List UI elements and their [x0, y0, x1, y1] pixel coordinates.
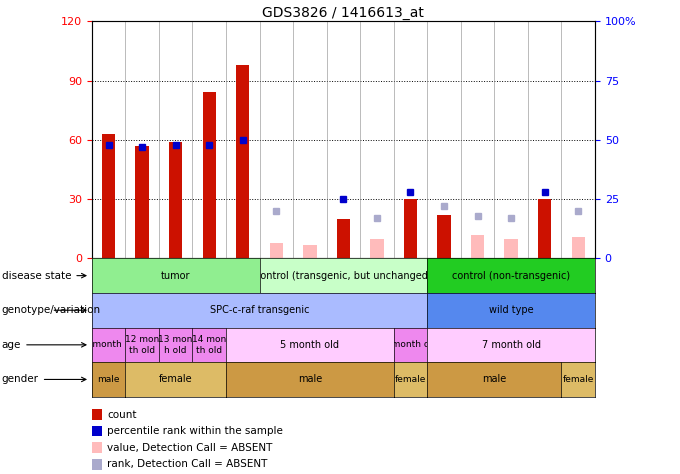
Bar: [236, 65, 250, 258]
Bar: [437, 215, 451, 258]
Bar: [92, 426, 102, 437]
Text: 5 month old: 5 month old: [280, 340, 339, 350]
Text: 12 mon
th old: 12 mon th old: [125, 335, 159, 355]
Bar: [203, 92, 216, 258]
Bar: [135, 146, 149, 258]
Text: 13 mon
h old: 13 mon h old: [158, 335, 193, 355]
Text: tumor: tumor: [161, 271, 190, 281]
Text: gender: gender: [2, 374, 86, 384]
Bar: [505, 238, 518, 258]
Bar: [571, 237, 585, 258]
Text: percentile rank within the sample: percentile rank within the sample: [107, 426, 283, 436]
Text: 10 month old: 10 month old: [78, 340, 139, 349]
Text: value, Detection Call = ABSENT: value, Detection Call = ABSENT: [107, 443, 273, 453]
Text: count: count: [107, 410, 137, 419]
Text: rank, Detection Call = ABSENT: rank, Detection Call = ABSENT: [107, 459, 267, 469]
Text: age: age: [2, 340, 86, 350]
Bar: [269, 243, 283, 258]
Text: male: male: [97, 375, 120, 384]
Bar: [303, 245, 317, 258]
Text: control (non-transgenic): control (non-transgenic): [452, 271, 571, 281]
Text: 6 month old: 6 month old: [383, 340, 438, 349]
Text: female: female: [562, 375, 594, 384]
Text: SPC-c-raf transgenic: SPC-c-raf transgenic: [210, 305, 309, 315]
Text: female: female: [395, 375, 426, 384]
Text: disease state: disease state: [2, 271, 86, 281]
Text: male: male: [482, 374, 507, 384]
Bar: [337, 219, 350, 258]
Bar: [538, 199, 551, 258]
Bar: [370, 238, 384, 258]
Text: genotype/variation: genotype/variation: [2, 305, 101, 315]
Text: control (transgenic, but unchanged): control (transgenic, but unchanged): [255, 271, 432, 281]
Bar: [404, 199, 418, 258]
Bar: [169, 142, 182, 258]
Text: wild type: wild type: [489, 305, 533, 315]
Bar: [92, 409, 102, 420]
Text: female: female: [159, 374, 192, 384]
Text: 14 mon
th old: 14 mon th old: [192, 335, 226, 355]
Bar: [102, 134, 116, 258]
Text: 7 month old: 7 month old: [481, 340, 541, 350]
Bar: [92, 442, 102, 453]
Title: GDS3826 / 1416613_at: GDS3826 / 1416613_at: [262, 6, 424, 20]
Bar: [471, 235, 484, 258]
Bar: [92, 459, 102, 470]
Text: male: male: [298, 374, 322, 384]
